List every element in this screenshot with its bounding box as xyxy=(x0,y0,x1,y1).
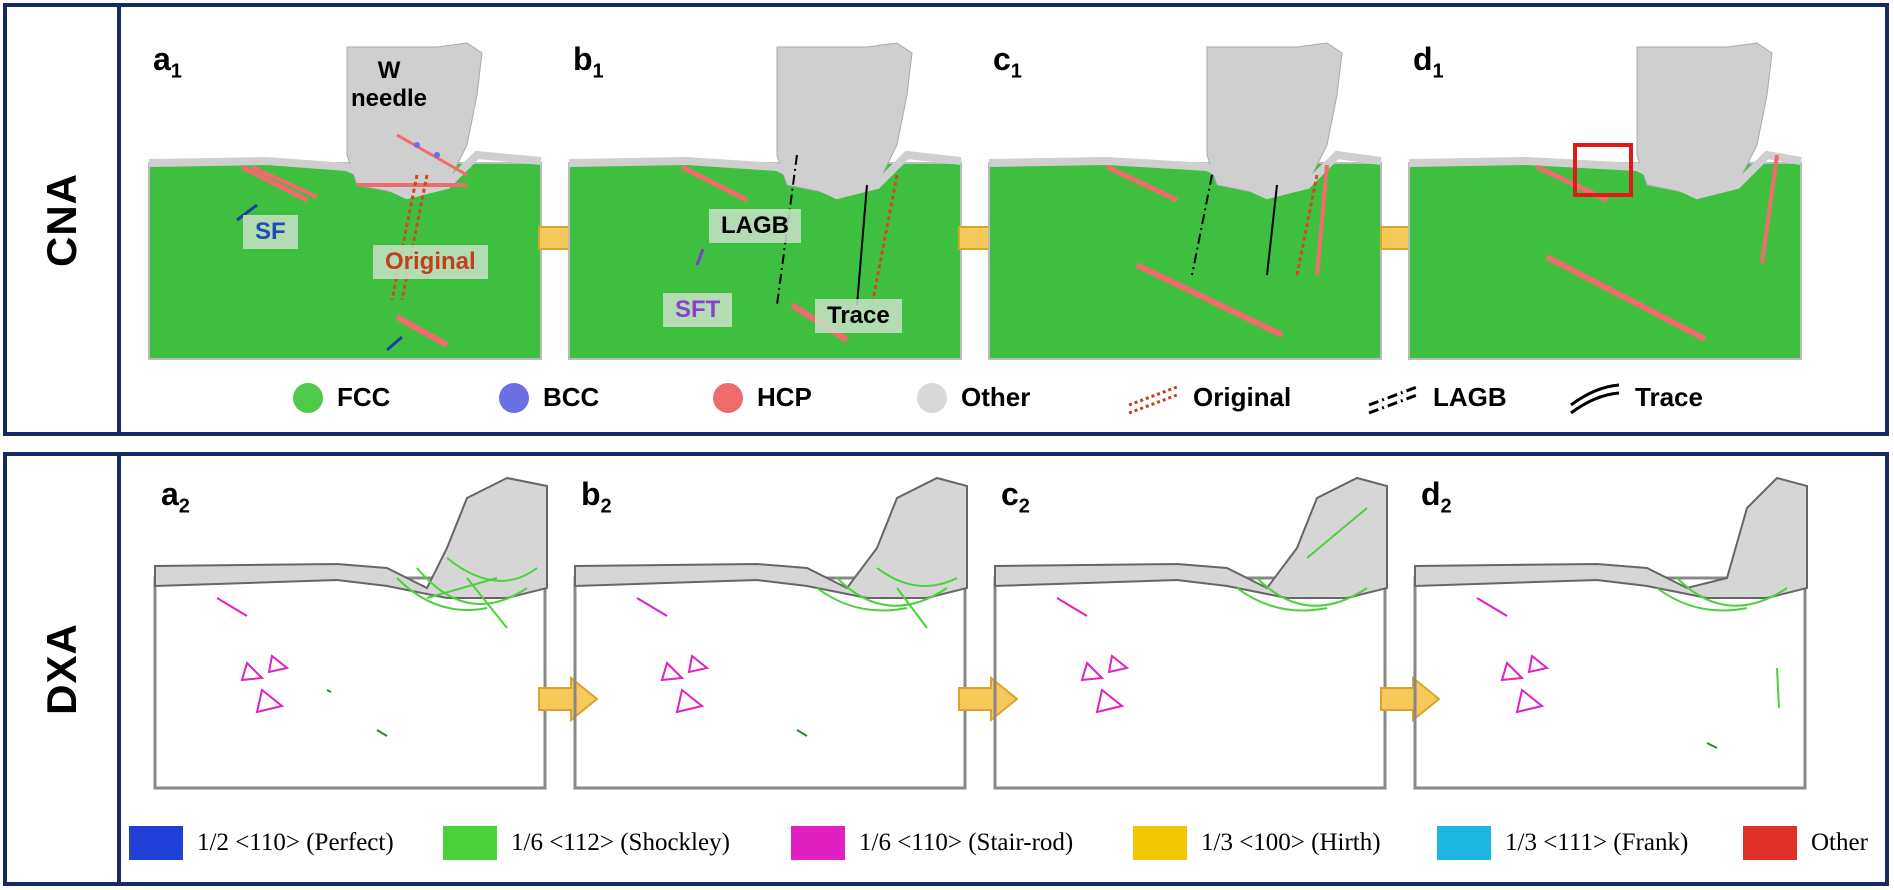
legend-other-label: Other xyxy=(961,382,1031,412)
legend-lagb-label: LAGB xyxy=(1433,382,1507,412)
bcc-dot xyxy=(499,382,529,413)
stair-rod-swatch xyxy=(791,826,845,860)
legend-original: Original xyxy=(1127,382,1292,414)
dxa-stage-d2: d2 xyxy=(1407,468,1827,798)
legend-fcc-label: FCC xyxy=(337,382,391,412)
panel-label-b1: b1 xyxy=(573,41,604,83)
dxa-stage-a2: a2 xyxy=(147,468,567,798)
panel-label-d1: d1 xyxy=(1413,41,1444,83)
w-needle-label: W needle xyxy=(351,57,427,113)
frank-swatch xyxy=(1437,826,1491,860)
lagb-label: LAGB xyxy=(709,209,801,243)
cna-panel: CNA a1 W needle SF Original xyxy=(3,3,1889,436)
dxa-snapshot-a2 xyxy=(153,476,548,790)
legend-perfect: 1/2 <110> (Perfect) xyxy=(129,826,394,860)
cna-stage-a1: a1 W needle SF Original xyxy=(147,35,567,375)
other-swatch xyxy=(1743,826,1797,860)
cna-stage-d1: d1 xyxy=(1407,35,1827,375)
legend-frank: 1/3 <111> (Frank) xyxy=(1437,826,1688,860)
legend-hirth: 1/3 <100> (Hirth) xyxy=(1133,826,1381,860)
panel-label-d2: d2 xyxy=(1421,476,1452,518)
lagb-dashdot-icon xyxy=(1368,385,1418,414)
trace-label: Trace xyxy=(815,299,902,333)
cna-stage-b1: b1 LAGB SFT Trace xyxy=(567,35,987,375)
legend-frank-label: 1/3 <111> (Frank) xyxy=(1505,829,1689,856)
cna-side-column: CNA xyxy=(7,7,121,432)
panel-label-c1: c1 xyxy=(993,41,1022,83)
panel-label-a1: a1 xyxy=(153,41,182,83)
w-needle-line2: needle xyxy=(351,85,428,112)
legend-stair-rod-label: 1/6 <110> (Stair-rod) xyxy=(859,829,1074,856)
cna-snapshot-b1 xyxy=(568,42,962,360)
w-needle-line1: W xyxy=(377,57,401,84)
cna-row-label: CNA xyxy=(38,172,85,267)
cna-stage-c1: c1 xyxy=(987,35,1407,375)
panel-label-b2: b2 xyxy=(581,476,612,518)
legend-shockley: 1/6 <112> (Shockley) xyxy=(443,826,730,860)
dxa-snapshot-b2 xyxy=(573,476,968,790)
dxa-row-label: DXA xyxy=(38,623,85,715)
legend-trace-label: Trace xyxy=(1635,382,1703,412)
legend-fcc: FCC xyxy=(293,382,390,413)
perfect-swatch xyxy=(129,826,183,860)
shockley-swatch xyxy=(443,826,497,860)
other-dot xyxy=(917,382,947,413)
legend-stair-rod: 1/6 <110> (Stair-rod) xyxy=(791,826,1073,860)
original-label: Original xyxy=(373,245,488,279)
dxa-side-column: DXA xyxy=(7,456,121,882)
dxa-arrow-1 xyxy=(537,675,599,723)
dxa-arrow-3 xyxy=(1379,675,1441,723)
cna-snapshot-c1 xyxy=(988,42,1382,360)
original-dotted-icon xyxy=(1128,385,1178,414)
legend-other-dxa: Other xyxy=(1743,826,1868,860)
panel-label-c2: c2 xyxy=(1001,476,1030,518)
legend-perfect-label: 1/2 <110> (Perfect) xyxy=(197,829,394,856)
dxa-arrow-2 xyxy=(957,675,1019,723)
cna-snapshot-d1 xyxy=(1408,42,1802,360)
legend-shockley-label: 1/6 <112> (Shockley) xyxy=(511,829,730,856)
legend-other: Other xyxy=(917,382,1030,413)
legend-bcc-label: BCC xyxy=(543,382,600,412)
dxa-snapshot-c2 xyxy=(993,476,1388,790)
legend-other-dxa-label: Other xyxy=(1811,829,1868,856)
sft-label: SFT xyxy=(663,293,733,327)
trace-line-icon xyxy=(1570,383,1620,414)
legend-hcp-label: HCP xyxy=(757,382,812,412)
legend-hcp: HCP xyxy=(713,382,812,413)
legend-bcc: BCC xyxy=(499,382,599,413)
hirth-swatch xyxy=(1133,826,1187,860)
hcp-dot xyxy=(713,382,743,413)
dxa-stage-c2: c2 xyxy=(987,468,1407,798)
dxa-snapshot-d2 xyxy=(1413,476,1808,790)
dxa-stage-b2: b2 xyxy=(567,468,987,798)
legend-original-label: Original xyxy=(1193,382,1292,412)
dxa-panel: DXA a2 xyxy=(3,452,1889,886)
legend-lagb: LAGB xyxy=(1367,382,1507,414)
legend-hirth-label: 1/3 <100> (Hirth) xyxy=(1201,829,1381,856)
panel-label-a2: a2 xyxy=(161,476,190,518)
sf-label: SF xyxy=(243,215,298,249)
fcc-dot xyxy=(293,382,323,413)
legend-trace: Trace xyxy=(1569,382,1703,414)
